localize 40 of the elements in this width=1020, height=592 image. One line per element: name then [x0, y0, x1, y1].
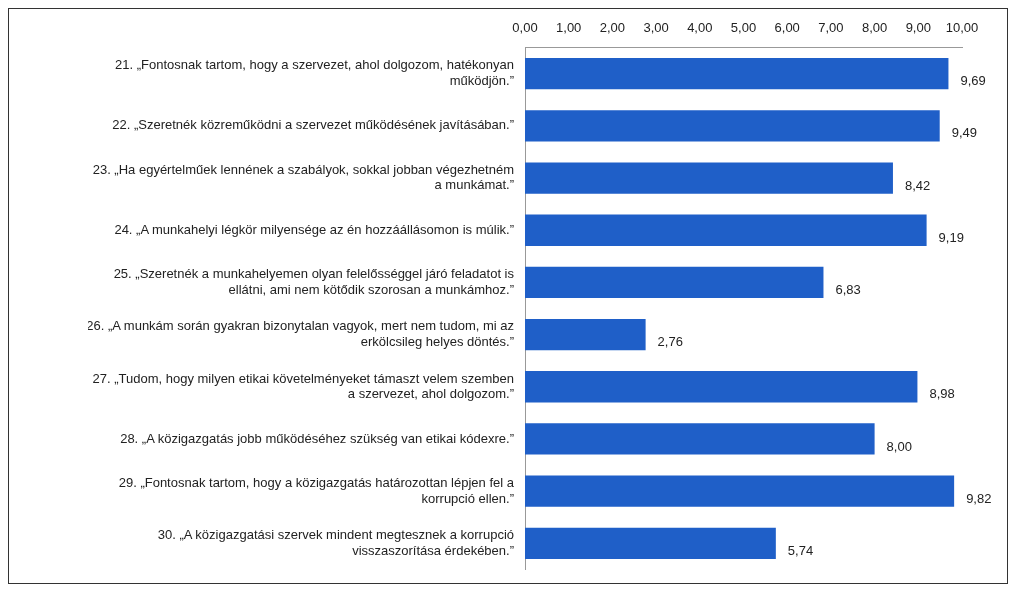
x-tick-label: 4,00 — [687, 20, 713, 36]
y-tick-label: 21. „Fontosnak tartom, hogy a szervezet, ahol dolgozom, hatékonyan működjön.” — [115, 57, 514, 89]
bar — [525, 58, 949, 90]
bar — [525, 475, 955, 507]
bar — [525, 110, 940, 142]
y-tick-label: 28. „A közigazgatás jobb működéséhez szükség van etikai kódexre.” — [120, 430, 514, 446]
data-label: 8,00 — [886, 438, 912, 454]
bar — [525, 266, 824, 299]
y-tick-label: 27. „Tudom, hogy milyen etikai követelményeket támaszt velem szemben a szervezet, ahol dolgozom.” — [92, 370, 514, 402]
bar — [525, 527, 776, 559]
x-tick-label: 5,00 — [730, 20, 757, 36]
x-tick-label: 3,00 — [643, 20, 669, 36]
bar — [525, 371, 918, 403]
data-label: 9,19 — [938, 229, 964, 245]
data-label: 5,74 — [787, 542, 814, 558]
bar — [525, 162, 893, 194]
bar — [525, 423, 875, 455]
data-label: 9,69 — [960, 73, 986, 89]
data-label: 9,82 — [966, 490, 992, 506]
y-tick-label: 30. „A közigazgatási szervek mindent megtesznek a korrupció visszaszorítása érdekében.” — [157, 527, 514, 558]
x-tick-label: 0,00 — [512, 20, 538, 36]
bar — [525, 214, 927, 246]
x-tick-label: 9,00 — [905, 20, 931, 36]
bar — [525, 318, 646, 351]
x-tick-label: 10,00 — [945, 20, 979, 36]
data-label: 2,76 — [657, 334, 683, 350]
data-label: 6,83 — [835, 281, 861, 297]
x-tick-label: 1,00 — [556, 20, 582, 36]
y-tick-label: 25. „Szeretnék a munkahelyemen olyan felelősséggel járó feladatot is ellátni, ami nem kötődik szorosan a munkámhoz.” — [113, 266, 515, 297]
y-tick-label: 29. „Fontosnak tartom, hogy a közigazgatás határozottan lépjen fel a korrupció ellen.” — [118, 474, 515, 506]
x-tick-label: 2,00 — [599, 20, 626, 36]
data-label: 9,49 — [951, 125, 978, 141]
data-label: 8,42 — [904, 177, 931, 193]
data-label: 8,98 — [929, 386, 955, 402]
x-tick-label: 7,00 — [818, 20, 844, 36]
y-tick-label: 23. „Ha egyértelműek lennének a szabályok, sokkal jobban végezhetném a munkámat.” — [92, 161, 514, 193]
x-tick-label: 6,00 — [774, 20, 800, 36]
y-tick-label: 22. „Szeretnék közreműködni a szervezet működésének javításában.” — [112, 117, 514, 133]
y-tick-label: 24. „A munkahelyi légkör milyensége az én hozzáállásomon is múlik.” — [114, 221, 514, 237]
x-tick-label: 8,00 — [861, 20, 888, 36]
